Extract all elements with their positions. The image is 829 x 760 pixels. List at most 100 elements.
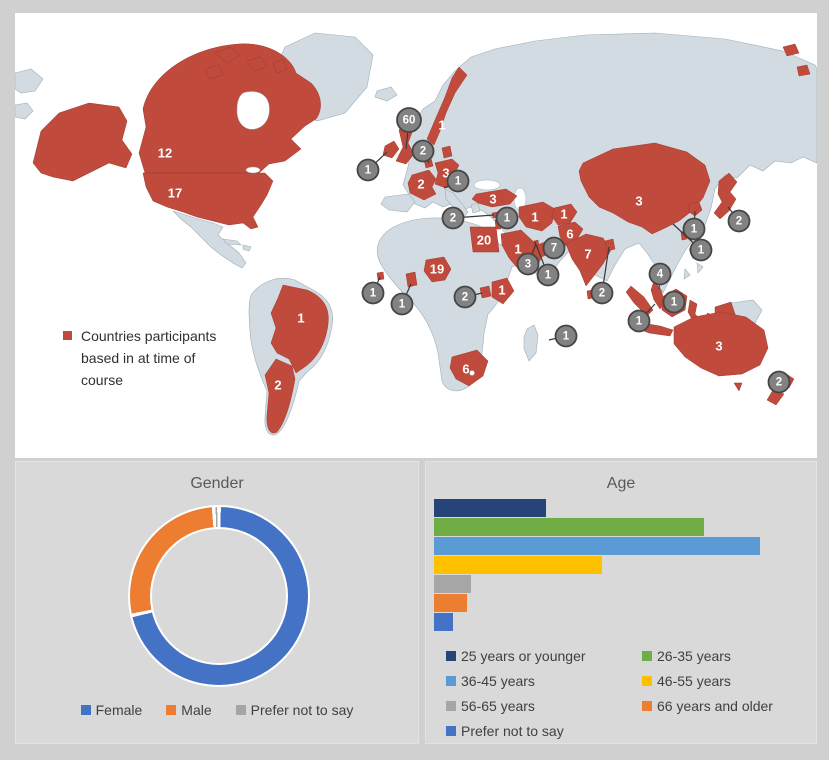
callout-value-uganda: 2 <box>462 292 468 304</box>
age-bar-26-35-years <box>434 518 704 536</box>
legend-swatch-56-65-years <box>446 701 456 711</box>
callout-bubble-united-kingdom <box>396 107 422 133</box>
map-value-iran: 1 <box>531 210 538 225</box>
callout-value-south-korea: 1 <box>691 224 698 236</box>
callout-bubble-israel <box>495 206 519 230</box>
callout-bubble-bahrain <box>536 263 560 287</box>
map-value-egypt: 20 <box>477 233 491 248</box>
map-value-argentina: 2 <box>274 378 281 393</box>
map-value-saudi-arabia: 1 <box>514 242 521 257</box>
map-value-afghanistan: 1 <box>560 207 567 222</box>
gender-donut <box>130 507 308 685</box>
age-bar-46-55-years <box>434 556 602 574</box>
callout-value-mauritius: 1 <box>563 331 570 343</box>
callout-bubble-bangladesh <box>590 281 614 305</box>
callout-value-cyprus: 2 <box>450 213 456 225</box>
map-value-nigeria: 19 <box>430 262 444 277</box>
callout-bubble-new-zealand <box>767 370 791 394</box>
age-bar-25-years-or-younger <box>434 499 546 517</box>
gender-chart-title: Gender <box>190 475 244 492</box>
age-bar-36-45-years <box>434 537 760 555</box>
legend-item-25-years-or-younger: 25 years or younger <box>446 648 642 664</box>
callout-value-brunei: 1 <box>671 297 678 309</box>
legend-label-56-65-years: 56-65 years <box>461 698 535 714</box>
legend-label-prefer-not-to-say: Prefer not to say <box>461 723 564 739</box>
callout-value-united-arab-emirates: 7 <box>551 243 557 255</box>
map-value-brazil: 1 <box>297 311 304 326</box>
callout-value-ghana: 1 <box>399 299 406 311</box>
callout-value-bahrain: 1 <box>545 270 552 282</box>
legend-item-26-35-years: 26-35 years <box>642 648 773 664</box>
participant-country-swatch <box>63 331 72 340</box>
legend-item-female: Female <box>80 702 143 718</box>
callout-bubble-south-korea <box>682 217 706 241</box>
callout-bubble-croatia <box>446 169 470 193</box>
map-value-pakistan: 6 <box>566 227 573 242</box>
legend-label-prefer-not-to-say: Prefer not to say <box>250 702 354 718</box>
map-value-germany: 3 <box>442 166 449 181</box>
age-bar-prefer-not-to-say <box>434 613 453 631</box>
map-panel[interactable]: 12 17 1 2 1 3 2 3 20 19 1 6 1 1 1 6 7 3 3 1 60 2 1 2 1 7 3 1 2 1 1 2 4 1 1… <box>15 13 817 458</box>
gender-legend: Female Male Prefer not to say <box>16 702 418 718</box>
map-value-china: 3 <box>635 194 642 209</box>
legend-swatch-46-55-years <box>642 676 652 686</box>
callout-bubble-cyprus <box>441 206 465 230</box>
map-land-red <box>32 43 811 434</box>
legend-item-56-65-years: 56-65 years <box>446 698 642 714</box>
callout-value-hong-kong: 1 <box>698 245 705 257</box>
callout-value-qatar: 3 <box>525 259 531 271</box>
map-value-canada: 12 <box>158 146 172 161</box>
callout-bubble-netherlands <box>411 139 435 163</box>
map-value-india: 7 <box>584 247 591 262</box>
age-bar-66-years-and-older <box>434 594 467 612</box>
age-bars <box>434 499 760 632</box>
callout-bubble-uganda <box>453 285 477 309</box>
map-legend: Countries participants based in at time … <box>63 325 223 391</box>
age-chart-panel[interactable]: Age 25 years or younger 26-35 years 36-45 … <box>425 461 817 744</box>
callout-bubble-brunei <box>662 290 686 314</box>
legend-label-25-years-or-younger: 25 years or younger <box>461 648 586 664</box>
callout-value-united-kingdom: 60 <box>403 115 416 127</box>
legend-item-36-45-years: 36-45 years <box>446 673 642 689</box>
callout-bubble-united-arab-emirates <box>542 236 566 260</box>
callout-value-malaysia: 4 <box>657 269 664 281</box>
map-value-norway: 1 <box>438 118 445 133</box>
gender-donut-hole <box>152 529 286 663</box>
legend-swatch-66-years-and-older <box>642 701 652 711</box>
callout-value-israel: 1 <box>504 213 511 225</box>
age-chart-title: Age <box>606 475 636 492</box>
legend-item-prefer-not-to-say: Prefer not to say <box>235 702 354 718</box>
legend-label-36-45-years: 36-45 years <box>461 673 535 689</box>
legend-item-male: Male <box>166 702 212 718</box>
legend-swatch-prefer-not-to-say <box>446 726 456 736</box>
legend-swatch-prefer-not-to-say <box>235 705 246 715</box>
legend-label-46-55-years: 46-55 years <box>657 673 731 689</box>
legend-label-female: Female <box>95 702 143 718</box>
age-bar-56-65-years <box>434 575 471 593</box>
callout-bubble-hong-kong <box>689 238 713 262</box>
callout-bubble-qatar <box>516 252 540 276</box>
legend-label-66-years-and-older: 66 years and older <box>657 698 773 714</box>
callout-value-bangladesh: 2 <box>599 288 605 300</box>
callout-bubble-singapore <box>627 309 651 333</box>
legend-swatch-36-45-years <box>446 676 456 686</box>
callout-bubble-ireland <box>356 158 380 182</box>
callout-bubble-malaysia <box>648 262 672 286</box>
callout-value-new-zealand: 2 <box>776 377 782 389</box>
callout-value-croatia: 1 <box>455 176 462 188</box>
age-legend: 25 years or younger 26-35 years 36-45 year… <box>446 648 773 739</box>
map-value-united-states: 17 <box>168 186 182 201</box>
legend-swatch-female <box>80 705 91 715</box>
gender-chart-panel[interactable]: Gender Female Male Prefer not to say <box>15 461 419 744</box>
legend-label-male: Male <box>181 702 212 718</box>
map-value-turkey: 3 <box>489 192 496 207</box>
callout-value-netherlands: 2 <box>420 146 426 158</box>
callout-value-singapore: 1 <box>636 316 643 328</box>
callout-value-sierra-leone: 1 <box>370 288 377 300</box>
legend-swatch-26-35-years <box>642 651 652 661</box>
map-legend-label: Countries participants based in at time … <box>81 328 217 388</box>
legend-item-66-years-and-older: 66 years and older <box>642 698 773 714</box>
